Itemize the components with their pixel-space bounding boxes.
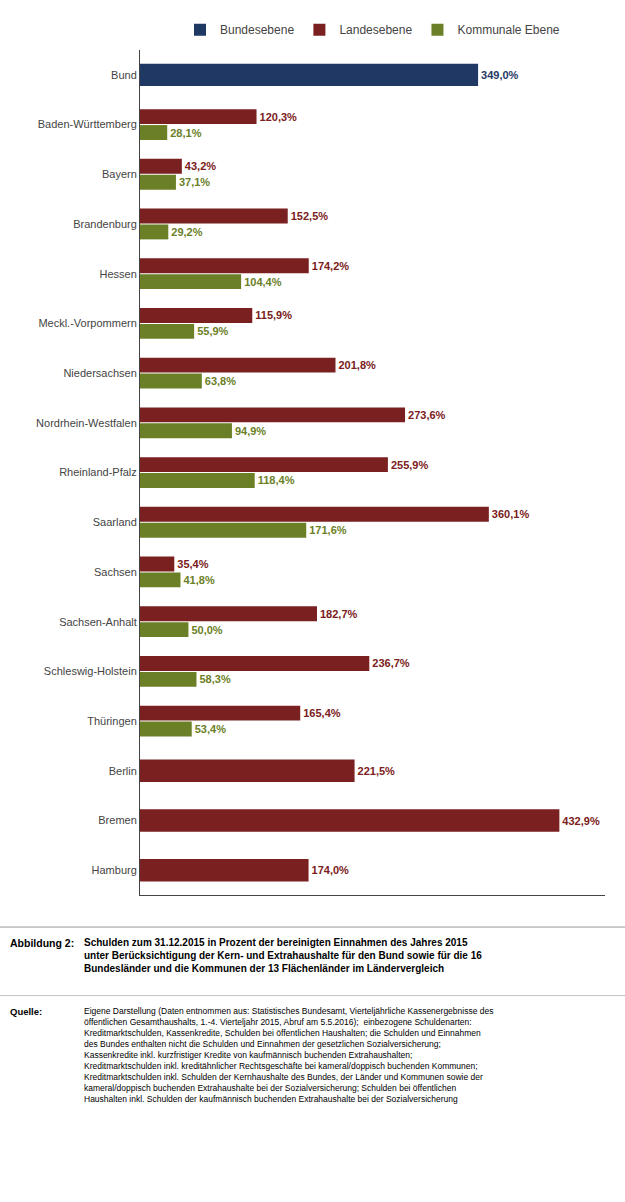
- svg-text:Hessen: Hessen: [100, 268, 137, 280]
- svg-text:Thüringen: Thüringen: [87, 715, 137, 727]
- svg-text:Meckl.-Vorpommern: Meckl.-Vorpommern: [38, 317, 136, 329]
- svg-text:174,2%: 174,2%: [312, 260, 350, 272]
- svg-text:55,9%: 55,9%: [197, 325, 228, 337]
- svg-text:104,4%: 104,4%: [244, 276, 282, 288]
- svg-text:165,4%: 165,4%: [303, 707, 341, 719]
- svg-text:Rheinland-Pfalz: Rheinland-Pfalz: [59, 466, 137, 478]
- svg-text:Hamburg: Hamburg: [92, 864, 137, 876]
- svg-text:Niedersachsen: Niedersachsen: [63, 367, 136, 379]
- svg-text:Schleswig-Holstein: Schleswig-Holstein: [44, 665, 137, 677]
- svg-text:201,8%: 201,8%: [338, 359, 376, 371]
- svg-text:35,4%: 35,4%: [177, 558, 208, 570]
- svg-text:94,9%: 94,9%: [235, 425, 266, 437]
- svg-text:41,8%: 41,8%: [183, 574, 214, 586]
- svg-text:Bund: Bund: [111, 69, 137, 81]
- svg-text:432,9%: 432,9%: [562, 815, 600, 827]
- svg-text:118,4%: 118,4%: [258, 474, 295, 486]
- svg-text:Saarland: Saarland: [93, 516, 137, 528]
- svg-text:182,7%: 182,7%: [320, 608, 358, 620]
- svg-text:Berlin: Berlin: [109, 765, 137, 777]
- svg-text:Sachsen: Sachsen: [94, 566, 137, 578]
- svg-text:43,2%: 43,2%: [185, 160, 216, 172]
- svg-text:349,0%: 349,0%: [481, 69, 519, 81]
- svg-text:Brandenburg: Brandenburg: [73, 218, 137, 230]
- svg-text:29,2%: 29,2%: [171, 226, 202, 238]
- svg-text:50,0%: 50,0%: [191, 624, 222, 636]
- svg-text:Bayern: Bayern: [102, 168, 137, 180]
- svg-text:Bremen: Bremen: [98, 814, 137, 826]
- svg-text:273,6%: 273,6%: [408, 409, 446, 421]
- svg-text:Eigene Darstellung (Daten entn: Eigene Darstellung (Daten entnommen aus:…: [84, 1006, 494, 1104]
- svg-text:53,4%: 53,4%: [195, 723, 226, 735]
- svg-text:58,3%: 58,3%: [199, 673, 230, 685]
- svg-text:37,1%: 37,1%: [179, 176, 210, 188]
- svg-text:Kommunale Ebene: Kommunale Ebene: [457, 23, 559, 37]
- svg-text:115,9%: 115,9%: [255, 309, 292, 321]
- svg-text:255,9%: 255,9%: [391, 459, 429, 471]
- svg-text:236,7%: 236,7%: [372, 657, 410, 669]
- svg-text:120,3%: 120,3%: [260, 111, 298, 123]
- svg-text:Sachsen-Anhalt: Sachsen-Anhalt: [59, 616, 137, 628]
- svg-text:174,0%: 174,0%: [312, 864, 350, 876]
- svg-text:360,1%: 360,1%: [492, 508, 530, 520]
- svg-text:Schulden zum 31.12.2015 in Pro: Schulden zum 31.12.2015 in Prozent der b…: [84, 937, 482, 974]
- svg-text:Baden-Württemberg: Baden-Württemberg: [38, 118, 137, 130]
- svg-text:Landesebene: Landesebene: [339, 23, 412, 37]
- svg-text:152,5%: 152,5%: [291, 210, 329, 222]
- svg-text:Quelle:: Quelle:: [10, 1006, 42, 1017]
- svg-text:28,1%: 28,1%: [170, 127, 201, 139]
- svg-text:Abbildung 2:: Abbildung 2:: [10, 937, 74, 949]
- svg-text:171,6%: 171,6%: [309, 524, 347, 536]
- svg-text:Bundesebene: Bundesebene: [220, 23, 294, 37]
- svg-text:Nordrhein-Westfalen: Nordrhein-Westfalen: [36, 417, 137, 429]
- svg-text:63,8%: 63,8%: [205, 375, 236, 387]
- svg-text:221,5%: 221,5%: [358, 765, 396, 777]
